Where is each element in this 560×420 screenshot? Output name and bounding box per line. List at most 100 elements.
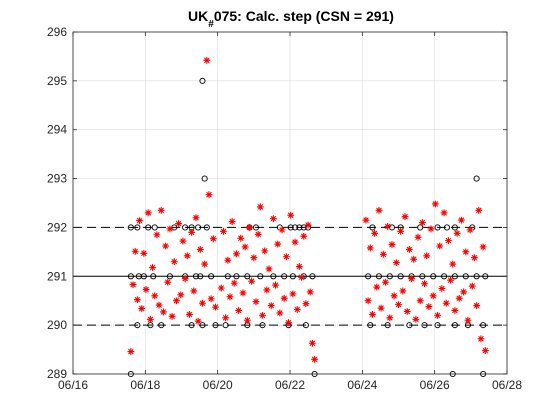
chart-title-prefix: UK [188, 8, 208, 24]
star-marker [302, 300, 309, 307]
star-marker [458, 217, 465, 224]
star-marker [371, 230, 378, 237]
star-marker [206, 191, 213, 198]
star-marker [425, 303, 432, 310]
star-marker [441, 209, 448, 216]
star-marker [203, 57, 210, 64]
star-marker [250, 254, 257, 261]
star-marker [378, 305, 385, 312]
star-marker [218, 285, 225, 292]
star-marker [257, 204, 264, 211]
star-marker [143, 286, 150, 293]
star-marker [305, 222, 312, 229]
star-marker [222, 314, 229, 321]
chart-title-suffix: 075: Calc. step (CSN = 291) [214, 8, 394, 24]
star-marker [193, 214, 200, 221]
star-marker [259, 312, 266, 319]
star-marker [292, 239, 299, 246]
star-marker [158, 207, 165, 214]
x-tick-label: 06/22 [275, 378, 305, 392]
star-marker [447, 277, 454, 284]
star-marker [311, 356, 318, 363]
star-marker [460, 289, 467, 296]
star-marker [253, 298, 260, 305]
star-marker [449, 261, 456, 268]
star-marker [140, 250, 147, 257]
star-marker [384, 223, 391, 230]
star-marker [177, 291, 184, 298]
star-marker [195, 318, 202, 325]
star-marker [428, 225, 435, 232]
star-marker [373, 284, 380, 291]
star-marker [423, 252, 430, 259]
star-marker [160, 309, 167, 316]
star-marker [261, 247, 268, 254]
star-marker [134, 296, 141, 303]
star-marker [439, 285, 446, 292]
star-marker [406, 246, 413, 253]
star-marker [266, 266, 273, 273]
star-marker [220, 228, 227, 235]
star-marker [287, 212, 294, 219]
y-tick-label: 294 [47, 123, 67, 137]
star-marker [188, 229, 195, 236]
y-tick-label: 296 [47, 25, 67, 39]
star-marker [412, 316, 419, 323]
star-marker [467, 226, 474, 233]
star-marker [255, 231, 262, 238]
star-marker [173, 297, 180, 304]
star-marker [462, 248, 469, 255]
star-marker [298, 274, 305, 281]
star-marker [309, 340, 316, 347]
star-marker [145, 209, 152, 216]
star-marker [210, 235, 217, 242]
star-marker [180, 238, 187, 245]
star-marker [421, 280, 428, 287]
star-marker [430, 292, 437, 299]
star-marker [229, 218, 236, 225]
star-marker [130, 281, 137, 288]
star-marker [397, 228, 404, 235]
star-marker [156, 302, 163, 309]
star-marker [296, 263, 303, 270]
star-marker [445, 237, 452, 244]
star-marker [132, 248, 139, 255]
star-marker [402, 213, 409, 220]
star-marker [417, 297, 424, 304]
star-marker [153, 231, 160, 238]
star-marker [276, 310, 283, 317]
star-marker [149, 264, 156, 271]
y-tick-label: 291 [47, 269, 67, 283]
star-marker [436, 243, 443, 250]
star-marker [399, 288, 406, 295]
star-marker [478, 335, 485, 342]
star-marker [190, 288, 197, 295]
star-marker [227, 293, 234, 300]
y-tick-label: 293 [47, 172, 67, 186]
star-marker [465, 317, 472, 324]
star-marker [175, 220, 182, 227]
y-tick-label: 295 [47, 74, 67, 88]
star-marker [289, 290, 296, 297]
star-marker [471, 254, 478, 261]
star-marker [164, 279, 171, 286]
star-marker [363, 217, 370, 224]
star-marker [283, 253, 290, 260]
star-marker [389, 241, 396, 248]
star-marker [197, 246, 204, 253]
x-tick-label: 06/18 [130, 378, 160, 392]
star-marker [151, 292, 158, 299]
star-marker [393, 259, 400, 266]
star-marker [270, 215, 277, 222]
y-tick-label: 290 [47, 318, 67, 332]
star-marker [199, 300, 206, 307]
star-marker [454, 230, 461, 237]
star-marker [233, 250, 240, 257]
x-tick-label: 06/26 [420, 378, 450, 392]
star-marker [480, 244, 487, 251]
star-marker [186, 311, 193, 318]
star-marker [300, 233, 307, 240]
star-marker [235, 307, 242, 314]
star-marker [473, 302, 480, 309]
